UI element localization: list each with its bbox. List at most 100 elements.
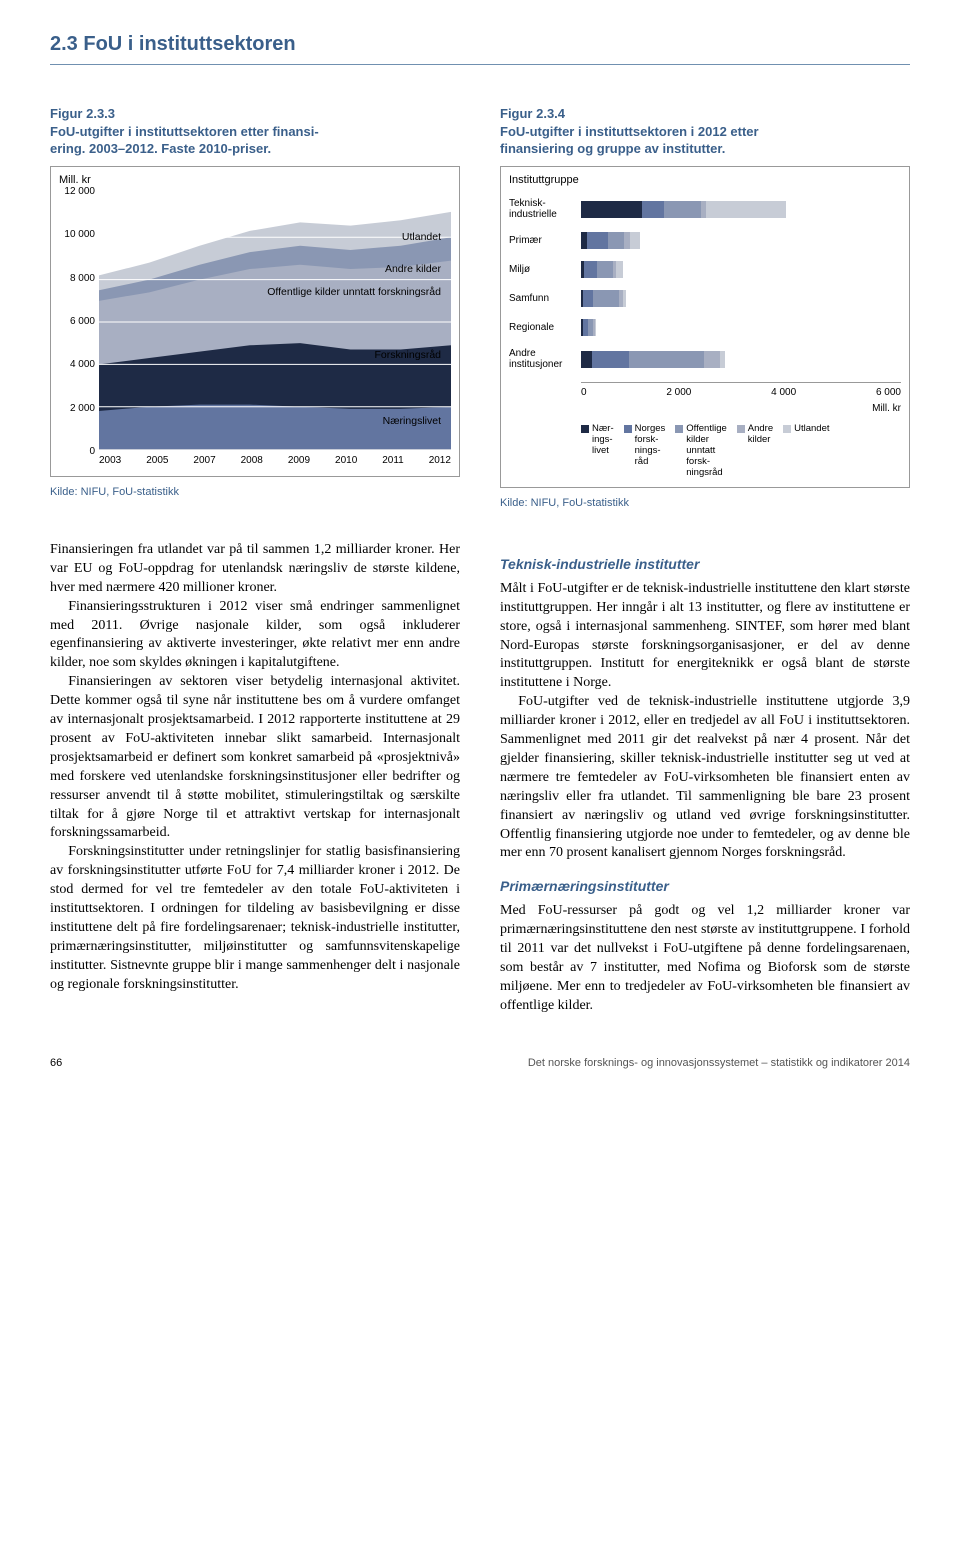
- fig-left-num: Figur 2.3.3: [50, 106, 115, 121]
- bar-segment: [597, 261, 613, 278]
- legend-label: Offentligekilderunntattforsk-ningsråd: [686, 424, 727, 479]
- fig-right-t2: FoU-utgifter i instituttsektoren i 2012 …: [500, 124, 759, 139]
- bar-xtick: 0: [581, 386, 587, 400]
- area-ytick: 4 000: [70, 358, 95, 372]
- fig-right-t3: finansiering og gruppe av institutter.: [500, 141, 725, 156]
- bar-chart: Teknisk-industrielle Primær Miljø Samfunn Re…: [509, 198, 901, 370]
- bar-track: [581, 290, 901, 307]
- bar-track: [581, 261, 901, 278]
- fig-right-num: Figur 2.3.4: [500, 106, 565, 121]
- left-p4: Forskningsinstitutter under retningslinj…: [50, 843, 460, 994]
- footer-title: Det norske forsknings- og innovasjonssys…: [528, 1056, 910, 1071]
- bar-xaxis: 02 0004 0006 000: [581, 382, 901, 400]
- label-forskningsrad: Forskningsråd: [374, 348, 441, 363]
- bar-segment: [581, 201, 642, 218]
- figure-right-source: Kilde: NIFU, FoU-statistikk: [500, 496, 910, 511]
- bar-row: Miljø: [509, 261, 901, 278]
- label-naeringslivet: Næringslivet: [383, 414, 441, 429]
- area-ytick: 2 000: [70, 402, 95, 416]
- area-xtick: 2005: [146, 454, 168, 468]
- legend-item: Andrekilder: [737, 424, 773, 479]
- label-offentlige-text: Offentlige kilder unntatt forskningsråd: [267, 286, 441, 298]
- area-xtick: 2003: [99, 454, 121, 468]
- figure-left: Figur 2.3.3 FoU-utgifter i instituttsekt…: [50, 105, 460, 511]
- bar-segment: [583, 290, 593, 307]
- area-xtick: 2007: [193, 454, 215, 468]
- bar-category-label: Miljø: [509, 264, 581, 275]
- area-xaxis: 2003 2005 2007 2008 2009 2010 2011 2012: [99, 454, 451, 468]
- figure-right-title: Figur 2.3.4 FoU-utgifter i instituttsekt…: [500, 105, 910, 158]
- area-ytick: 6 000: [70, 315, 95, 329]
- bar-segment: [706, 201, 786, 218]
- label-utlandet: Utlandet: [402, 230, 441, 245]
- bar-segment: [704, 351, 720, 368]
- bar-row: Andreinstitusjoner: [509, 348, 901, 370]
- bar-segment: [595, 319, 596, 336]
- right-h2: Primærnæringsinstitutter: [500, 877, 910, 896]
- body-columns: Finansieringen fra utlandet var på til s…: [50, 541, 910, 1015]
- bar-segment: [616, 261, 622, 278]
- bar-category-label: Teknisk-industrielle: [509, 198, 581, 220]
- body-col-left: Finansieringen fra utlandet var på til s…: [50, 541, 460, 1015]
- bar-row: Regionale: [509, 319, 901, 336]
- bar-chart-box: Instituttgruppe Teknisk-industrielle Prim…: [500, 166, 910, 488]
- left-p3: Finansieringen av sektoren viser betydel…: [50, 673, 460, 843]
- bar-segment: [623, 290, 626, 307]
- legend-label: Nær-ings-livet: [592, 424, 614, 457]
- page-footer: 66 Det norske forsknings- og innovasjons…: [50, 1056, 910, 1071]
- label-andre: Andre kilder: [385, 262, 441, 277]
- bar-track: [581, 351, 901, 368]
- legend-item: Norgesforsk-nings-råd: [624, 424, 666, 479]
- area-xtick: 2012: [429, 454, 451, 468]
- right-p1: Målt i FoU-utgifter er de teknisk-indust…: [500, 580, 910, 693]
- right-p2: FoU-utgifter ved de teknisk-industrielle…: [500, 693, 910, 863]
- legend-swatch: [783, 425, 791, 433]
- legend-swatch: [737, 425, 745, 433]
- body-col-right: Teknisk-industrielle institutter Målt i …: [500, 541, 910, 1015]
- section-rule: [50, 64, 910, 65]
- area-xtick: 2011: [382, 454, 404, 468]
- bar-segment: [584, 261, 597, 278]
- bar-category-label: Primær: [509, 235, 581, 246]
- bar-segment: [642, 201, 663, 218]
- bar-segment: [629, 351, 704, 368]
- legend-swatch: [675, 425, 683, 433]
- label-offentlige: Offentlige kilder unntatt forskningsråd: [267, 286, 441, 298]
- bar-segment: [720, 351, 725, 368]
- legend-label: Norgesforsk-nings-råd: [635, 424, 666, 468]
- right-p3: Med FoU-ressurser på godt og vel 1,2 mil…: [500, 902, 910, 1015]
- page-number: 66: [50, 1056, 62, 1071]
- bar-row: Samfunn: [509, 290, 901, 307]
- bar-group-label: Instituttgruppe: [509, 173, 901, 188]
- area-xtick: 2010: [335, 454, 357, 468]
- legend-swatch: [581, 425, 589, 433]
- area-ytick: 8 000: [70, 272, 95, 286]
- bar-segment: [587, 232, 607, 249]
- section-title: 2.3 FoU i instituttsektoren: [50, 30, 910, 58]
- bar-track: [581, 319, 901, 336]
- bar-track: [581, 232, 901, 249]
- area-chart: 12 00010 0008 0006 0004 0002 0000 Utland…: [59, 192, 451, 452]
- figure-right: Figur 2.3.4 FoU-utgifter i instituttsekt…: [500, 105, 910, 511]
- area-xtick: 2009: [288, 454, 310, 468]
- fig-left-t3: ering. 2003–2012. Faste 2010-priser.: [50, 141, 271, 156]
- bar-row: Teknisk-industrielle: [509, 198, 901, 220]
- left-p1: Finansieringen fra utlandet var på til s…: [50, 541, 460, 598]
- fig-left-t2: FoU-utgifter i instituttsektoren etter f…: [50, 124, 319, 139]
- bar-xtick: 6 000: [876, 386, 901, 400]
- area-ylabel: Mill. kr: [59, 173, 451, 188]
- bar-segment: [593, 290, 620, 307]
- figures-row: Figur 2.3.3 FoU-utgifter i instituttsekt…: [50, 105, 910, 511]
- bar-category-label: Samfunn: [509, 293, 581, 304]
- legend-swatch: [624, 425, 632, 433]
- bar-segment: [664, 201, 701, 218]
- area-xtick: 2008: [241, 454, 263, 468]
- area-ytick: 12 000: [64, 185, 95, 199]
- right-h1: Teknisk-industrielle institutter: [500, 555, 910, 574]
- legend-item: Nær-ings-livet: [581, 424, 614, 479]
- legend-item: Utlandet: [783, 424, 829, 479]
- bar-legend: Nær-ings-livet Norgesforsk-nings-råd Offen…: [581, 424, 901, 479]
- left-p2: Finansieringsstrukturen i 2012 viser små…: [50, 598, 460, 674]
- legend-item: Offentligekilderunntattforsk-ningsråd: [675, 424, 727, 479]
- bar-category-label: Regionale: [509, 322, 581, 333]
